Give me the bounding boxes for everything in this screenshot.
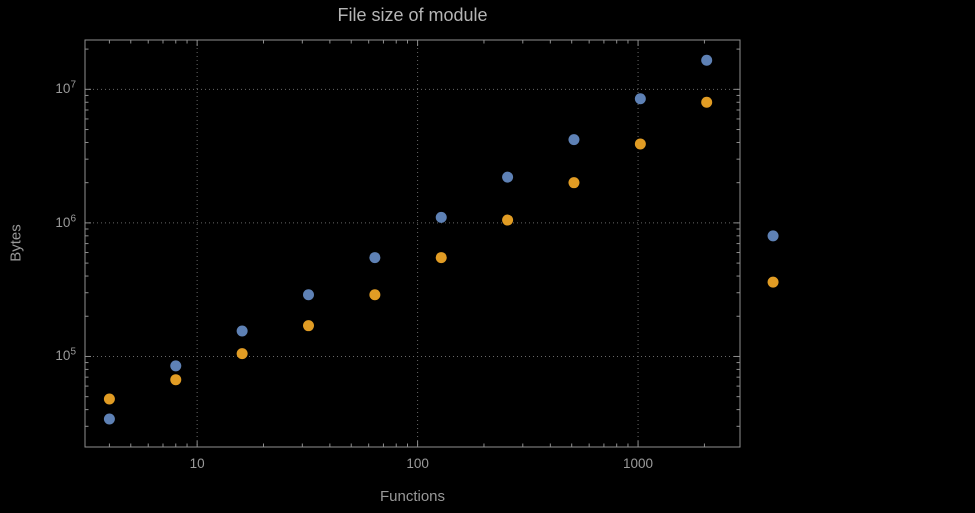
data-point-series-1 (701, 54, 713, 66)
data-point-series-2 (103, 393, 115, 405)
data-point-series-2 (170, 374, 182, 386)
data-point-series-1 (103, 413, 115, 425)
data-point-series-2 (502, 214, 514, 226)
data-point-series-2 (435, 252, 447, 264)
data-point-series-1 (502, 171, 514, 183)
data-point-series-2 (634, 138, 646, 150)
data-point-series-2 (701, 96, 713, 108)
data-point-series-2 (303, 320, 315, 332)
data-point-series-2 (568, 177, 580, 189)
data-point-series-2 (236, 348, 248, 360)
x-axis-label: Functions (379, 488, 446, 505)
data-point-series-1 (767, 230, 779, 242)
data-point-series-1 (634, 93, 646, 105)
data-point-series-2 (369, 289, 381, 301)
data-point-series-1 (568, 134, 580, 146)
data-point-series-1 (303, 289, 315, 301)
data-point-series-1 (369, 252, 381, 264)
y-tick-label: 107 (55, 79, 76, 97)
data-point-series-1 (435, 211, 447, 223)
x-tick-label: 100 (406, 456, 429, 471)
x-tick-label: 10 (189, 456, 205, 471)
chart-title: File size of module (337, 5, 488, 25)
data-point-series-2 (767, 276, 779, 288)
plot-frame (84, 39, 741, 448)
x-tick-label: 1000 (623, 456, 654, 471)
y-tick-label: 105 (55, 346, 76, 364)
y-tick-label: 106 (55, 213, 76, 230)
data-point-series-1 (236, 325, 248, 337)
data-point-series-1 (170, 360, 182, 372)
